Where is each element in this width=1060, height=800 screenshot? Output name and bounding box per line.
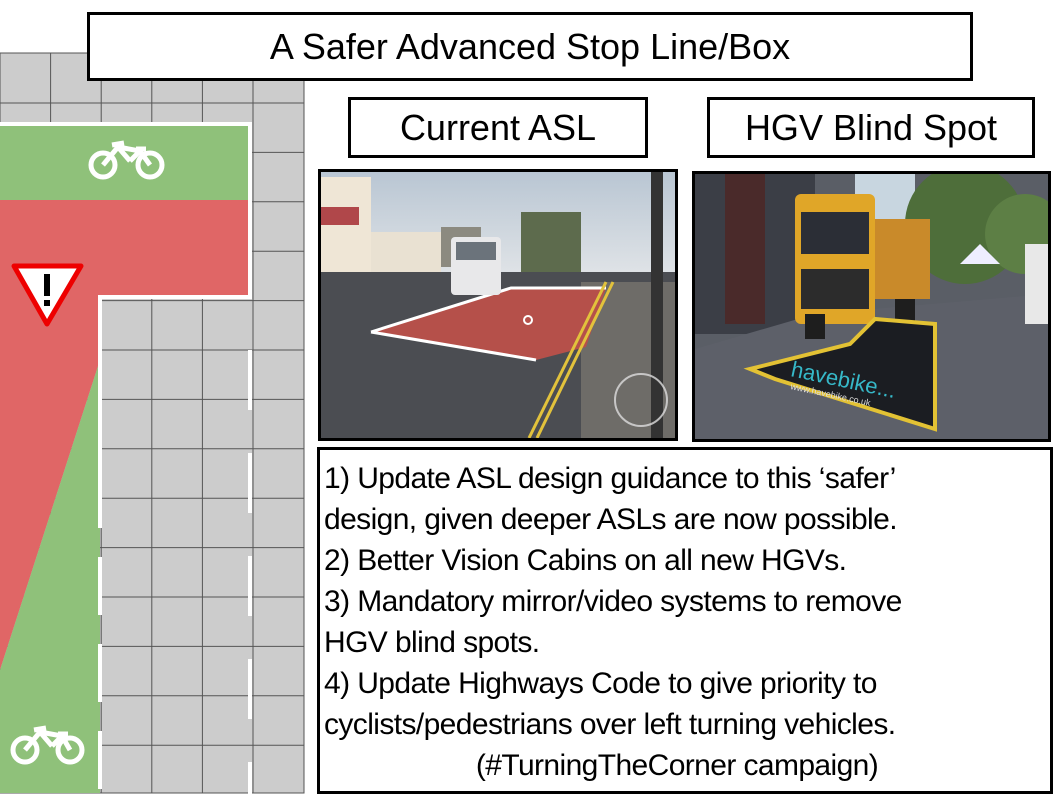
campaign-hashtag: (#TurningTheCorner campaign) (475, 749, 879, 782)
asl-road-diagram (0, 52, 305, 800)
recommendation-line: 4) Update Highways Code to give priority… (324, 667, 877, 700)
recommendation-line: HGV blind spots. (324, 626, 540, 659)
advanced-stop-box (0, 124, 250, 200)
lane-dashes (98, 350, 252, 800)
hgv-blind-spot-label: HGV Blind Spot (707, 97, 1035, 158)
danger-zone (0, 200, 250, 670)
current-asl-photo (318, 169, 678, 441)
recommendation-line: cyclists/pedestrians over left turning v… (324, 708, 896, 741)
recommendation-line: 3) Mandatory mirror/video systems to rem… (324, 585, 902, 618)
current-asl-label: Current ASL (348, 97, 648, 158)
recommendation-line: 1) Update ASL design guidance to this ‘s… (324, 462, 896, 495)
recommendations-box: 1) Update ASL design guidance to this ‘s… (317, 447, 1053, 794)
bicycle-icon (10, 725, 85, 765)
stop-box-border (0, 122, 252, 470)
bicycle-icon (88, 140, 165, 180)
page-title: A Safer Advanced Stop Line/Box (87, 12, 973, 81)
recommendation-line: design, given deeper ASLs are now possib… (324, 503, 898, 536)
cycle-lane-zone (0, 360, 100, 793)
hgv-blind-spot-photo: havebike... www.havebike.co.uk (692, 171, 1051, 442)
warning-triangle-icon (11, 263, 84, 327)
recommendation-line: 2) Better Vision Cabins on all new HGVs. (324, 544, 847, 577)
watermark-logo (614, 373, 668, 427)
